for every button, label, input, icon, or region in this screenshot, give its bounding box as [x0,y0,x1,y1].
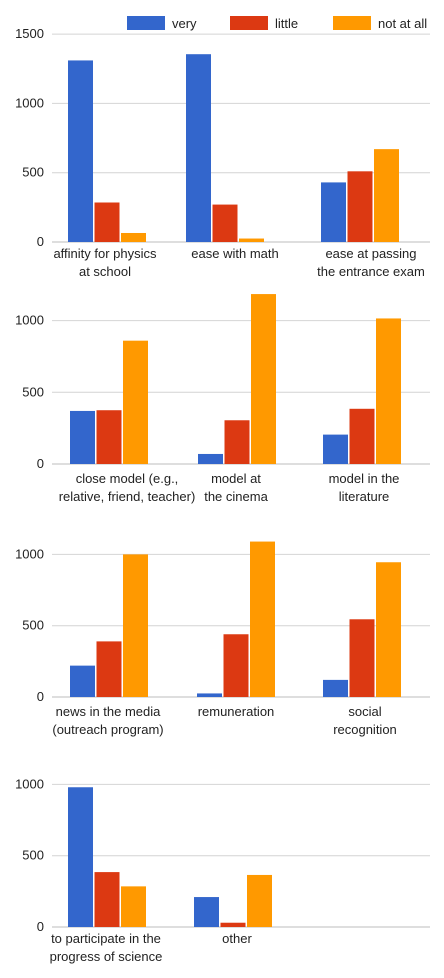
y-tick-label: 1000 [15,546,44,561]
category-label: recognition [333,722,397,737]
category-label: at school [79,264,131,279]
y-tick-label: 0 [37,234,44,249]
bar-very [323,434,348,464]
bar-not-at-all [374,149,399,242]
y-tick-label: 500 [22,165,44,180]
y-tick-label: 500 [22,384,44,399]
bar-little [96,641,122,697]
y-tick-label: 0 [37,689,44,704]
bar-not-at-all [247,874,272,927]
bar-not-at-all [251,294,276,464]
category-label: progress of science [50,949,163,964]
category-label: the cinema [204,489,268,504]
bar-little [96,410,122,464]
legend-label: very [172,16,197,31]
bar-very [198,453,223,464]
bar-little [347,171,373,242]
y-tick-label: 500 [22,848,44,863]
bar-not-at-all [376,318,401,464]
bar-very [68,60,93,243]
category-label: relative, friend, teacher) [59,489,196,504]
y-tick-label: 0 [37,456,44,471]
category-label: to participate in the [51,931,161,946]
category-label: (outreach program) [52,722,163,737]
bar-very [68,787,93,927]
bar-not-at-all [121,232,146,242]
bar-little [224,420,250,464]
bar-not-at-all [239,238,264,242]
category-label: the entrance exam [317,264,425,279]
bar-little [223,634,249,697]
bar-very [323,679,348,697]
y-tick-label: 1000 [15,313,44,328]
bar-not-at-all [123,340,148,464]
bar-little [94,202,120,242]
y-tick-label: 0 [37,919,44,934]
category-label: social [348,704,381,719]
legend-swatch [230,16,268,30]
legend-swatch [333,16,371,30]
category-label: literature [339,489,390,504]
category-label: ease with math [191,246,278,261]
y-tick-label: 1500 [15,26,44,41]
category-label: model at [211,471,261,486]
category-label: news in the media [56,704,162,719]
bar-little [349,619,375,697]
legend-label: little [275,16,298,31]
bar-very [197,693,222,697]
y-tick-label: 1000 [15,776,44,791]
category-label: ease at passing [325,246,416,261]
bar-little [220,922,246,927]
category-label: model in the [329,471,400,486]
legend-label: not at all [378,16,427,31]
bar-not-at-all [123,554,148,697]
bar-very [186,54,211,243]
category-label: affinity for physics [53,246,157,261]
bar-little [212,204,238,242]
y-tick-label: 500 [22,618,44,633]
legend-swatch [127,16,165,30]
category-label: close model (e.g., [76,471,179,486]
bar-very [321,182,346,242]
bar-little [94,872,120,927]
category-label: other [222,931,252,946]
bar-little [349,408,375,464]
bar-very [70,665,95,697]
y-tick-label: 1000 [15,95,44,110]
bar-not-at-all [376,562,401,697]
bar-not-at-all [121,886,146,927]
category-label: remuneration [198,704,275,719]
bar-very [70,410,95,464]
bar-very [194,897,219,927]
bar-not-at-all [250,541,275,697]
